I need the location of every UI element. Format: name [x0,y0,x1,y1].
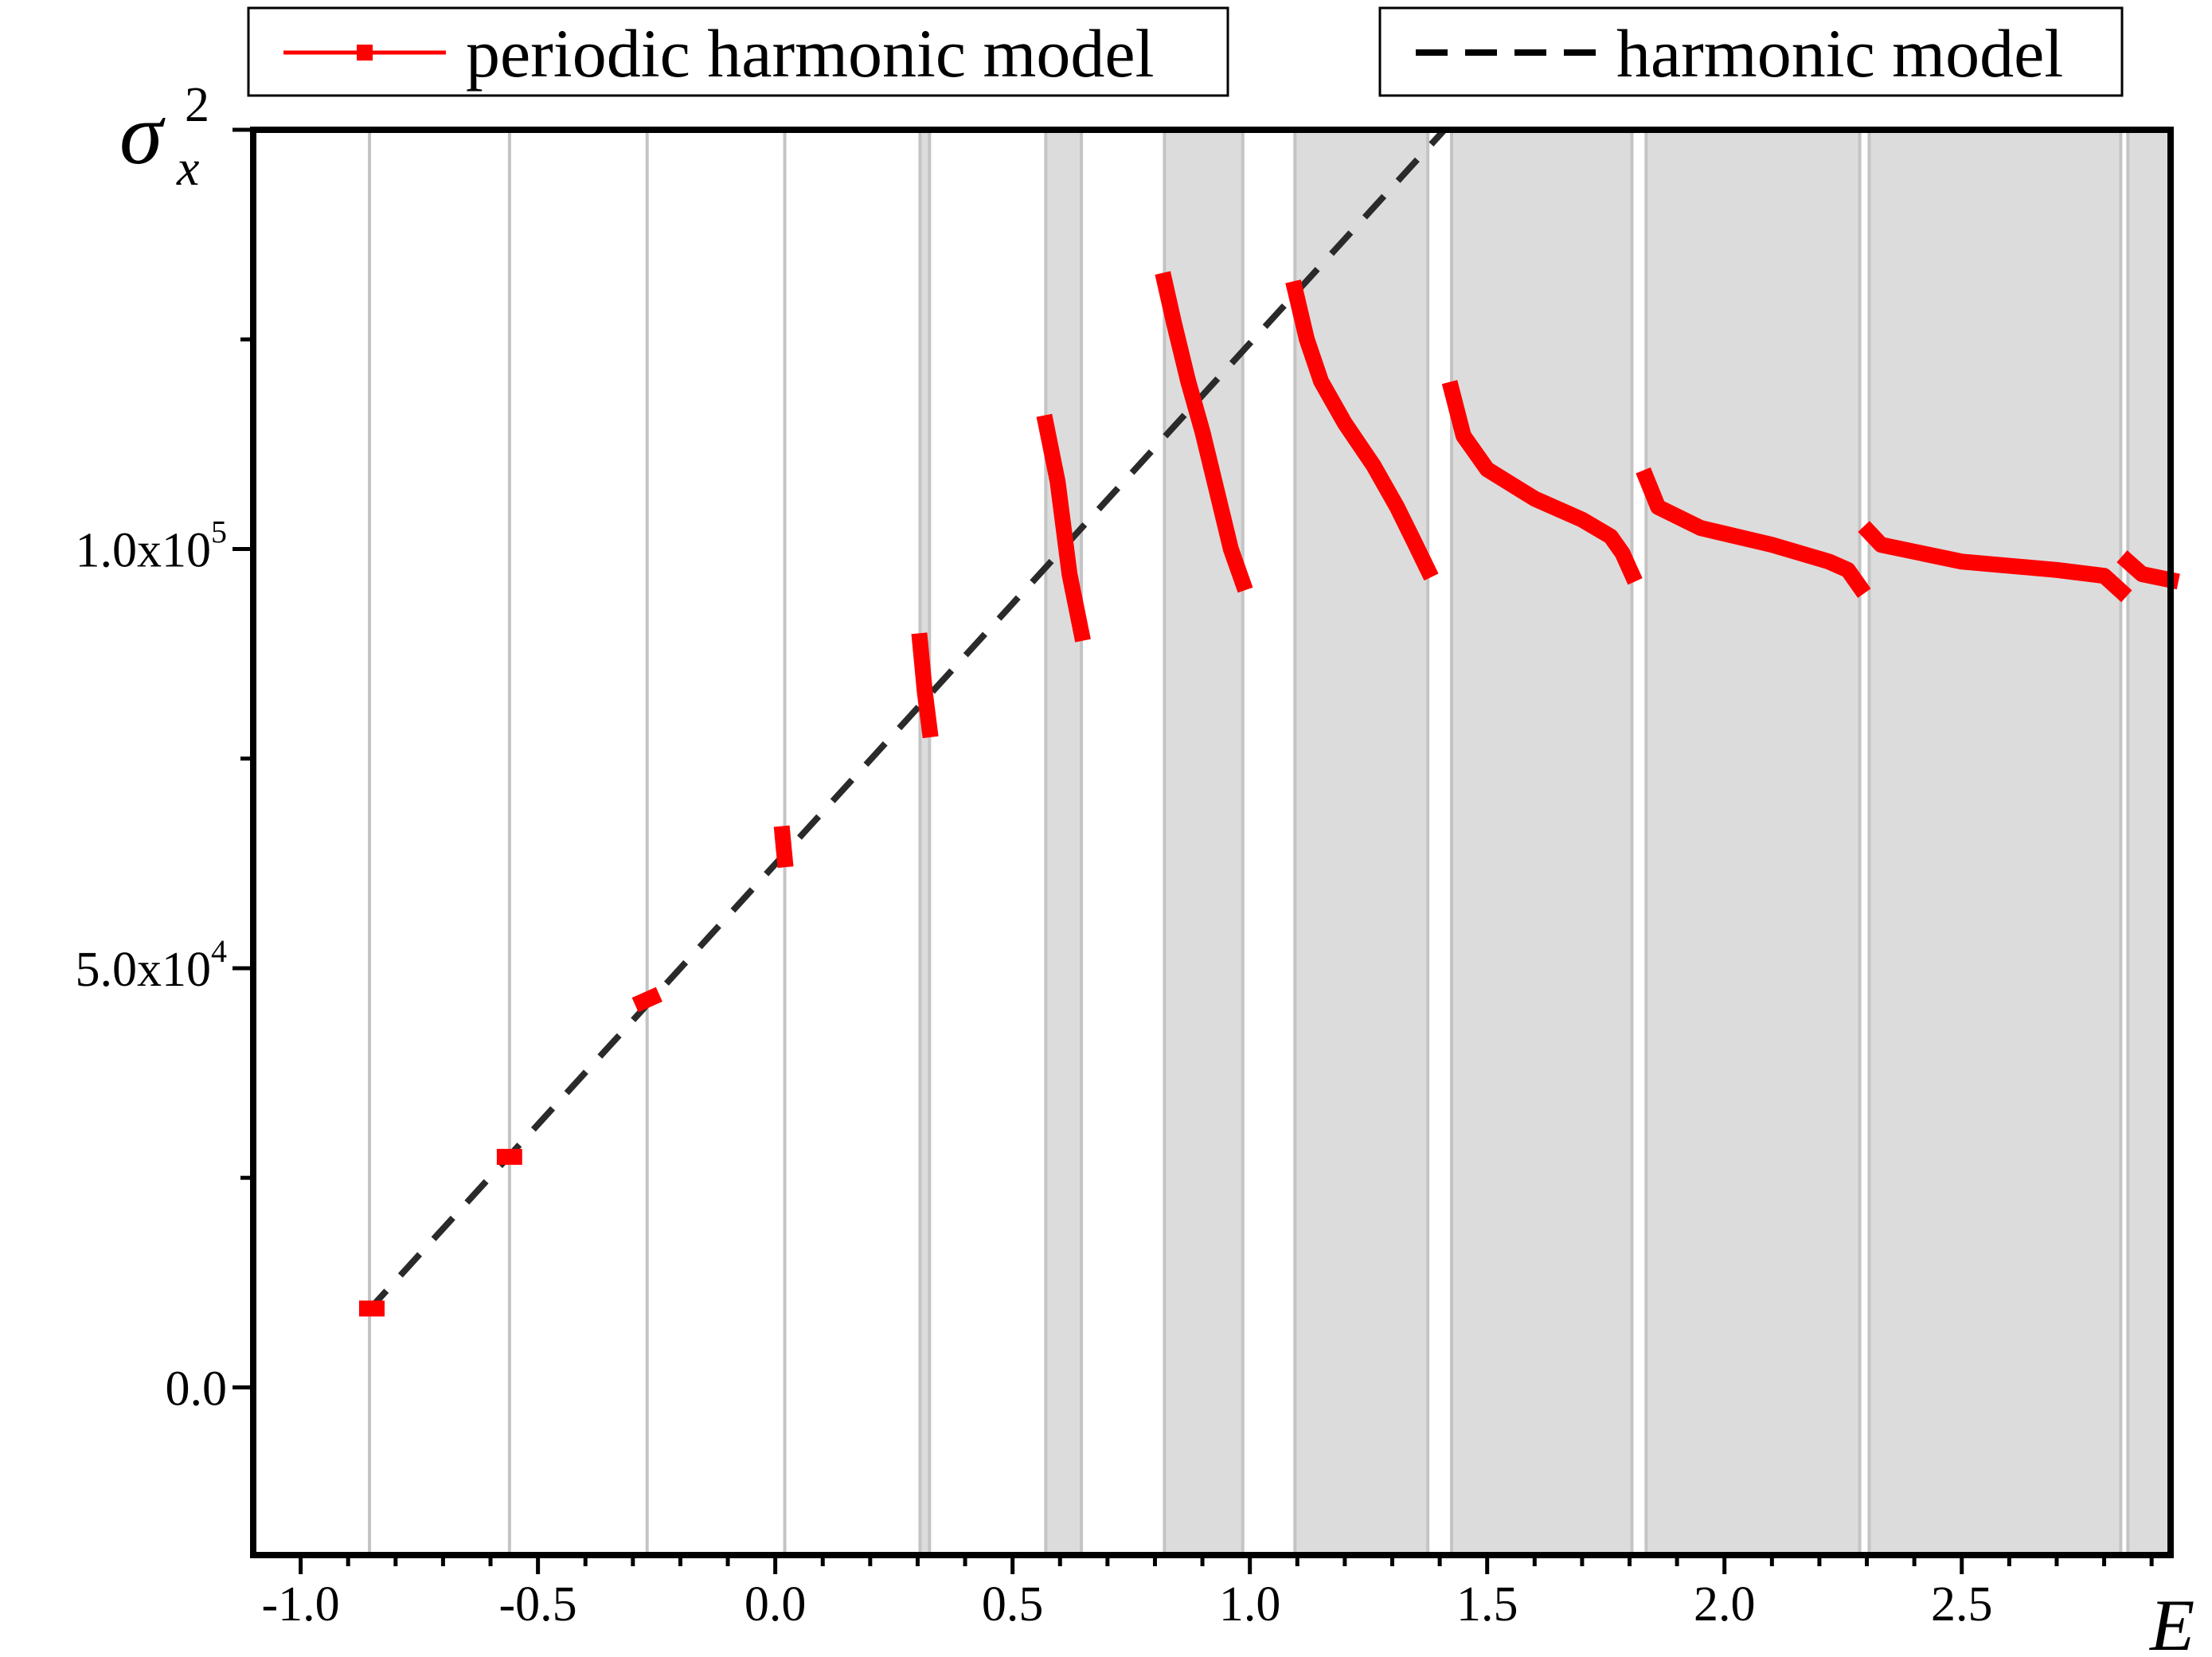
periodic-segment [773,825,794,869]
y-axis-label-base: σ [119,85,166,182]
periodic-segment [2116,550,2180,590]
periodic-segment [1285,279,1439,581]
plot-frame [250,127,2174,1558]
x-tick-label: 2.0 [1694,1577,1756,1632]
periodic-segment [1858,521,2132,603]
periodic-harmonic-series [359,271,2180,1317]
y-tick-label: 5.0x104 [76,933,228,997]
legend-periodic-label: periodic harmonic model [466,15,1155,92]
vertical-lines [368,130,2130,1555]
periodic-segment [911,632,939,739]
shaded-bands [920,130,2171,1555]
x-tick-label: 1.5 [1456,1577,1518,1632]
x-tick-label: -1.0 [262,1577,340,1632]
x-axis-ticks: -1.0 -0.5 0.0 0.5 1.0 1.5 2.0 2.5 [262,1555,2154,1632]
harmonic-model-series [365,127,1448,1315]
shaded-band [1452,130,1632,1555]
periodic-segment [1036,413,1091,643]
shaded-band [1869,130,2121,1555]
periodic-segment [1155,271,1253,593]
x-tick-label: 0.0 [744,1577,807,1632]
periodic-segment [631,987,662,1013]
y-tick-label: 0.0 [166,1362,228,1416]
x-tick-label: 0.5 [982,1577,1044,1632]
y-axis-label: σ [119,85,166,182]
harmonic-model-line [365,127,1448,1315]
y-tick-label: 1.0x105 [76,514,228,577]
x-tick-label: 2.5 [1931,1577,1993,1632]
shaded-band [1045,130,1082,1555]
legend-harmonic-label: harmonic model [1616,15,2063,92]
shaded-band [1646,130,1860,1555]
shaded-band [2128,130,2171,1555]
legend-periodic: periodic harmonic model [247,6,1229,97]
shaded-band [920,130,930,1555]
x-tick-label: -0.5 [499,1577,577,1632]
y-axis-ticks: 0.0 5.0x104 1.0x105 [76,127,253,1416]
periodic-segment [1441,380,1643,585]
x-axis-label: E [2148,1585,2194,1657]
legend-harmonic: harmonic model [1378,6,2124,97]
y-axis-label-sup: 2 [185,78,209,132]
y-axis-label-sub: x [176,139,199,196]
periodic-segment [1636,467,1871,598]
x-tick-label: 1.0 [1219,1577,1281,1632]
